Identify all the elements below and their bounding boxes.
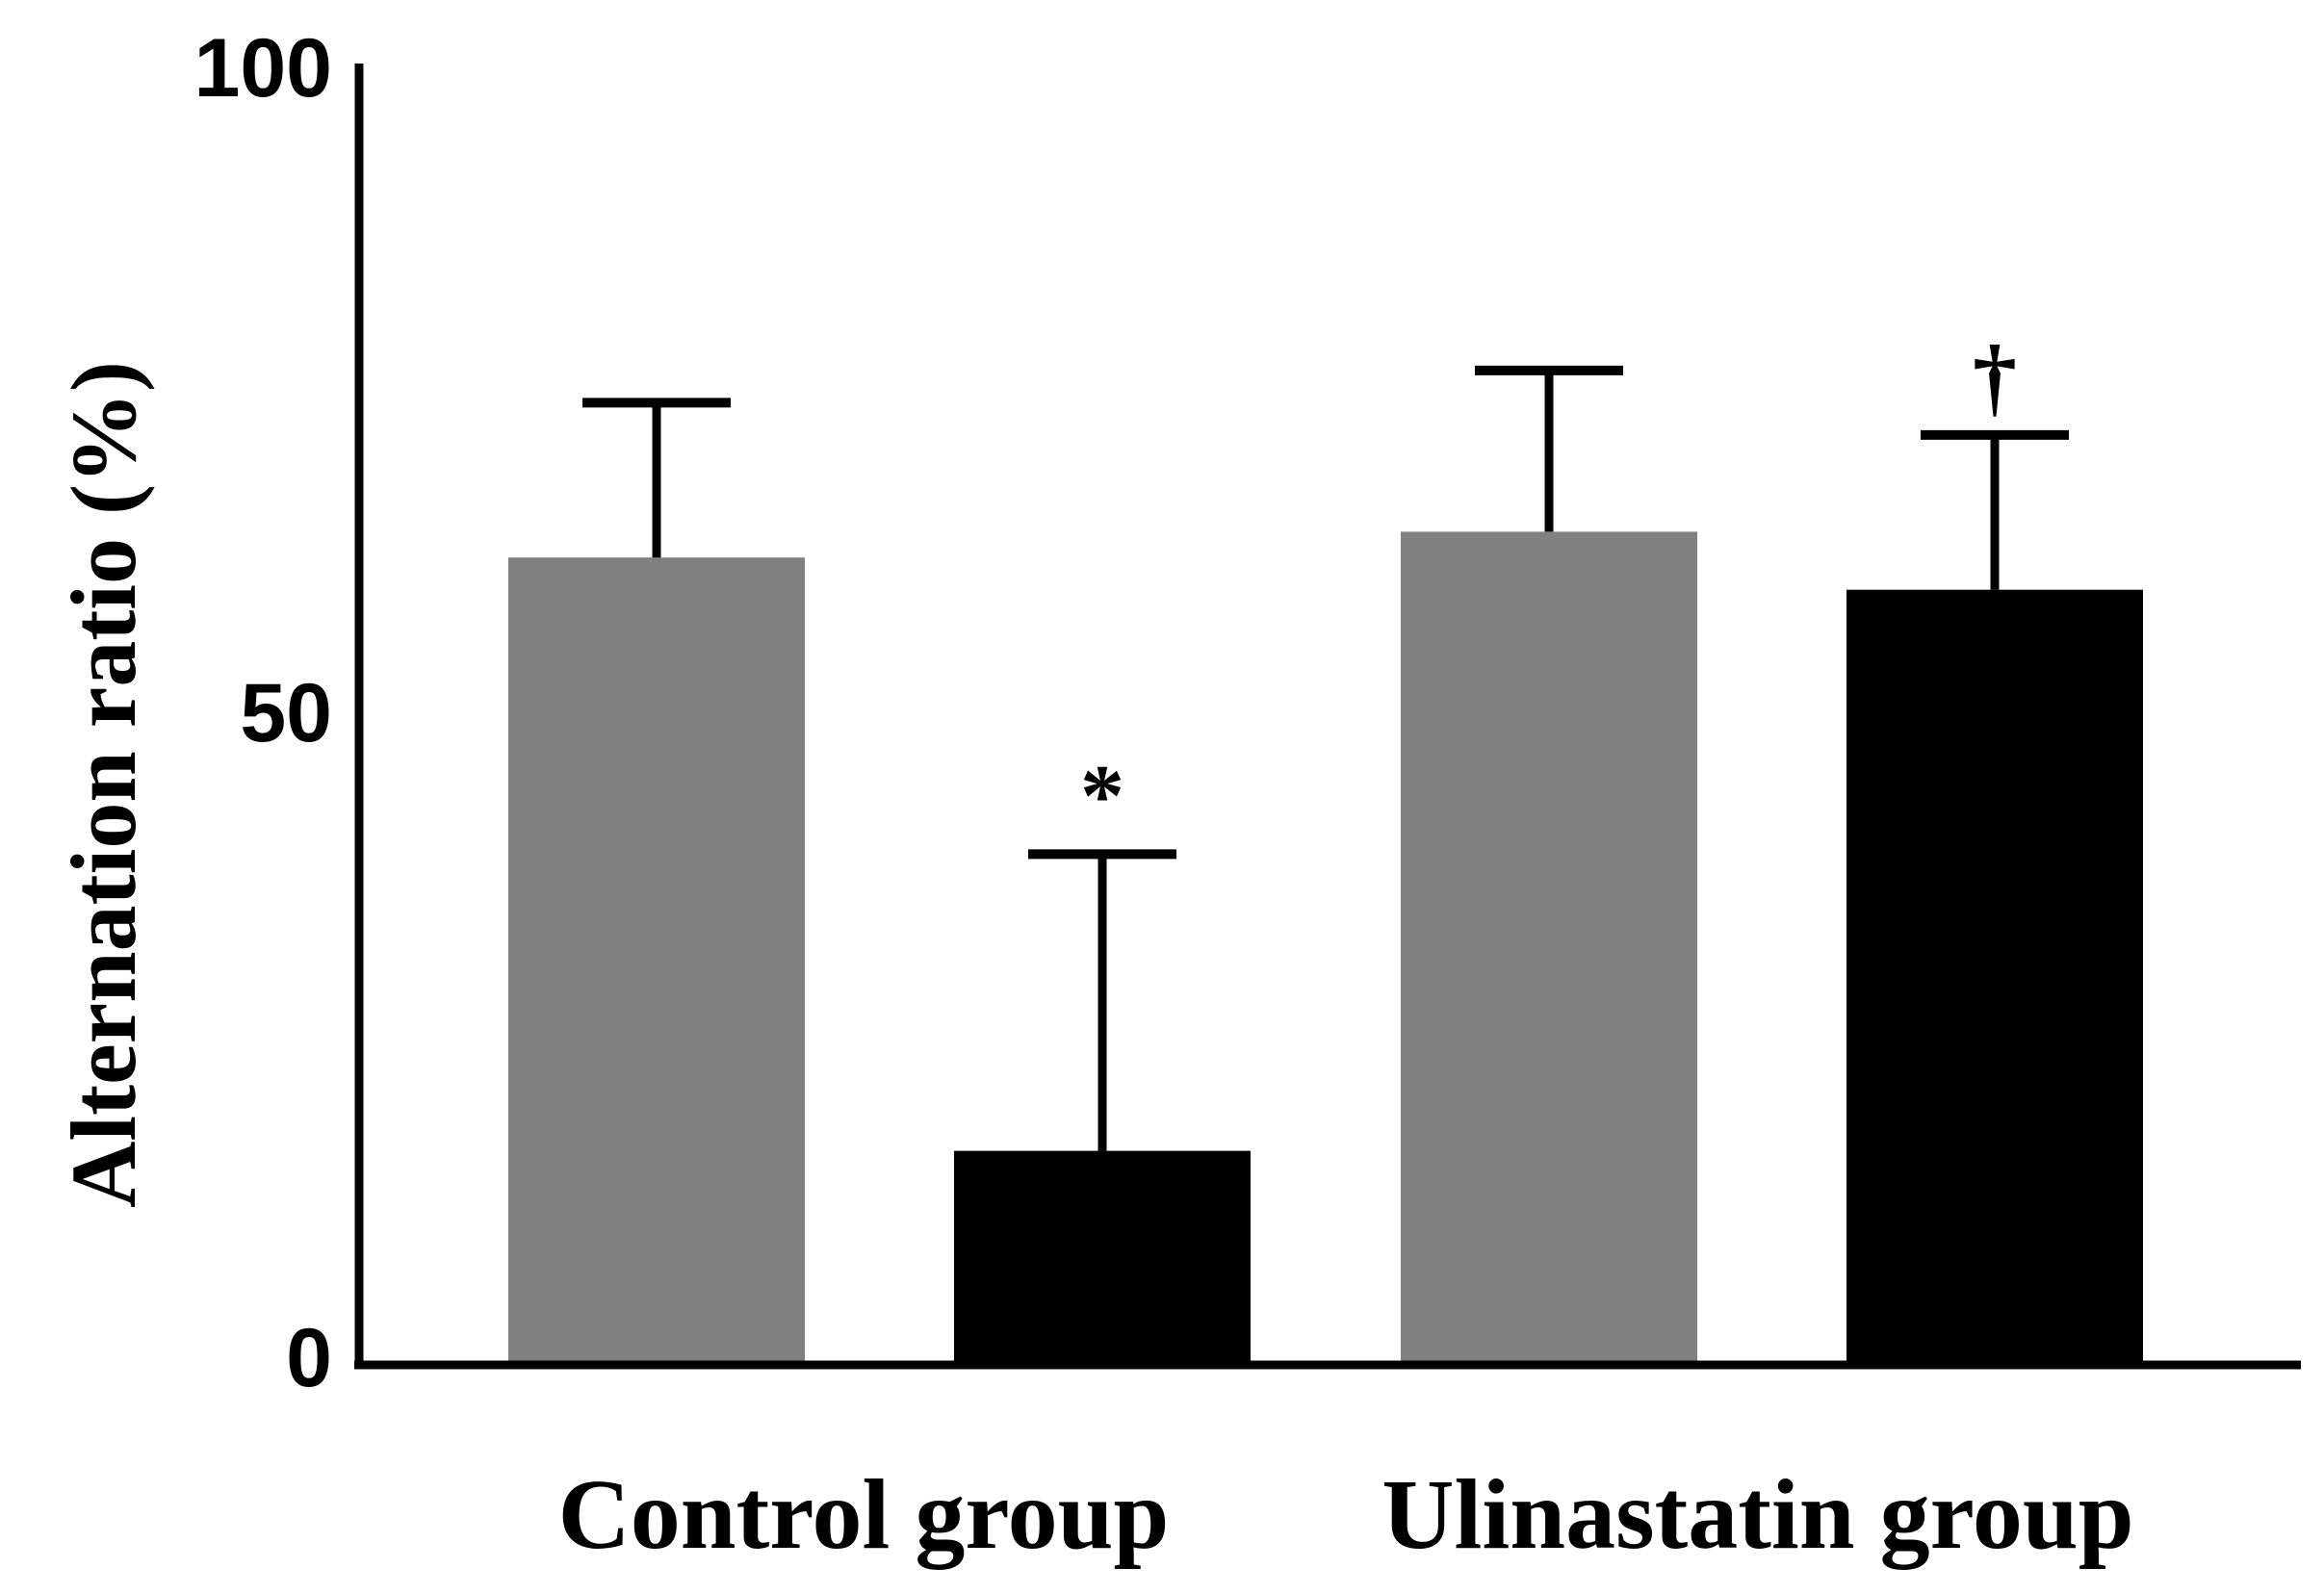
significance-marker-2: * [1080,746,1124,844]
bar-2 [954,1150,1251,1361]
y-tick-label-100: 100 [194,22,333,115]
category-label-control: Control group [558,1459,1170,1570]
bar-3 [1401,531,1697,1361]
significance-marker-4: † [1973,327,2017,425]
bar-1 [508,557,805,1361]
y-axis-title: Alternation ratio (%) [52,361,155,1208]
y-ticks-layer: 0 50 100 [194,22,333,1404]
bar-4 [1846,589,2143,1361]
y-tick-label-50: 50 [240,667,332,759]
y-tick-label-0: 0 [286,1312,332,1404]
error-bars-layer [582,365,2069,1151]
significance-layer: *† [1080,327,2017,845]
bars-layer [508,531,2143,1361]
category-label-ulinastatin: Ulinastatin group [1381,1459,2133,1570]
